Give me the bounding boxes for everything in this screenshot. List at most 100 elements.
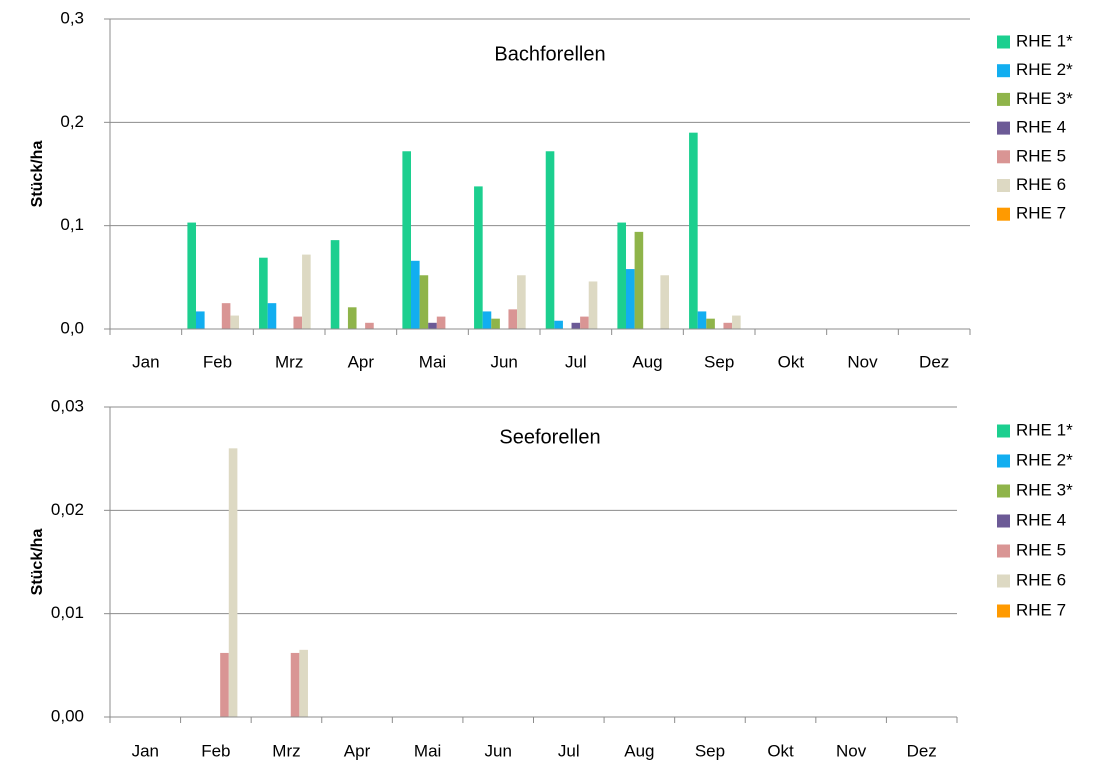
legend-label: RHE 6 [1016, 570, 1066, 589]
bar [723, 322, 733, 329]
y-tick-label: 0,1 [60, 215, 84, 234]
x-tick-label: Apr [344, 741, 371, 760]
legend-label: RHE 3* [1016, 89, 1073, 108]
chart-title: Bachforellen [494, 43, 605, 65]
legend-label: RHE 1* [1016, 31, 1073, 50]
x-tick-label: Mrz [272, 741, 300, 760]
legend-swatch [997, 514, 1010, 528]
y-axis-label: Stück/ha [29, 529, 46, 596]
bar [267, 303, 277, 329]
x-tick-label: Dez [907, 741, 937, 760]
bar [545, 151, 555, 329]
bar [221, 303, 231, 329]
y-tick-label: 0,3 [60, 8, 84, 27]
bar [508, 309, 518, 329]
bar [187, 222, 196, 329]
bar [196, 311, 205, 329]
legend-label: RHE 5 [1016, 540, 1066, 559]
legend-swatch [997, 207, 1010, 221]
legend-swatch [997, 179, 1010, 192]
bar [554, 320, 563, 329]
legend-swatch [997, 604, 1010, 618]
x-tick-label: Aug [624, 741, 654, 760]
legend-swatch [997, 424, 1010, 438]
legend-swatch [997, 35, 1010, 49]
bar [402, 151, 411, 329]
bar [689, 132, 698, 329]
x-tick-label: Jan [132, 352, 159, 371]
y-tick-label: 0,00 [51, 706, 84, 725]
bar [365, 322, 374, 329]
bar [482, 311, 492, 329]
legend-swatch [997, 64, 1010, 78]
legend-label: RHE 6 [1016, 175, 1066, 194]
bar [660, 275, 669, 329]
x-tick-label: Nov [847, 352, 878, 371]
legend-swatch [997, 544, 1010, 558]
bar [220, 652, 229, 717]
x-tick-label: Jan [132, 741, 159, 760]
legend-label: RHE 2* [1016, 60, 1073, 79]
bar [228, 448, 238, 717]
legend-label: RHE 5 [1016, 146, 1066, 165]
legend-swatch [997, 150, 1010, 164]
bar [706, 318, 715, 329]
bar [302, 254, 311, 329]
x-tick-label: Feb [203, 352, 232, 371]
y-tick-label: 0,0 [60, 318, 84, 337]
legend-label: RHE 4 [1016, 118, 1066, 137]
x-tick-label: Sep [704, 352, 734, 371]
bar [330, 240, 340, 329]
legend-label: RHE 4 [1016, 510, 1066, 529]
x-tick-label: Apr [348, 352, 375, 371]
chart-title: Seeforellen [499, 426, 600, 448]
bar [697, 311, 707, 329]
legend-label: RHE 3* [1016, 480, 1073, 499]
y-axis-label: Stück/ha [29, 141, 46, 208]
x-tick-label: Mrz [275, 352, 303, 371]
y-tick-label: 0,2 [60, 112, 84, 131]
bar [474, 186, 483, 329]
bar [571, 322, 581, 329]
bar [634, 231, 644, 329]
x-tick-label: Jun [484, 741, 511, 760]
x-tick-label: Okt [767, 741, 794, 760]
y-tick-label: 0,01 [51, 603, 84, 622]
bar [259, 257, 268, 329]
bar [617, 222, 626, 329]
legend-label: RHE 1* [1016, 420, 1073, 439]
bar [436, 316, 446, 329]
bar [299, 649, 308, 717]
legend-swatch [997, 92, 1010, 106]
x-tick-label: Feb [201, 741, 230, 760]
x-tick-label: Dez [919, 352, 949, 371]
bar [517, 275, 526, 329]
bar [290, 652, 300, 717]
legend-swatch [997, 484, 1010, 498]
bar [293, 316, 303, 329]
bar [230, 315, 239, 329]
bar [347, 307, 357, 329]
x-tick-label: Mai [414, 741, 441, 760]
y-tick-label: 0,02 [51, 500, 84, 519]
bar [419, 275, 429, 329]
bar [411, 260, 420, 329]
x-tick-label: Mai [419, 352, 446, 371]
x-tick-label: Jun [490, 352, 517, 371]
legend-swatch [997, 454, 1010, 468]
x-tick-label: Okt [778, 352, 805, 371]
x-tick-label: Aug [632, 352, 662, 371]
bar [580, 316, 589, 329]
bar [626, 269, 635, 329]
legend-label: RHE 2* [1016, 450, 1073, 469]
bar [491, 318, 500, 329]
x-tick-label: Jul [558, 741, 580, 760]
bar [732, 315, 741, 329]
x-tick-label: Nov [836, 741, 867, 760]
y-tick-label: 0,03 [51, 396, 84, 415]
legend-label: RHE 7 [1016, 204, 1066, 223]
legend-swatch [997, 121, 1010, 135]
x-tick-label: Jul [565, 352, 587, 371]
legend-label: RHE 7 [1016, 600, 1066, 619]
